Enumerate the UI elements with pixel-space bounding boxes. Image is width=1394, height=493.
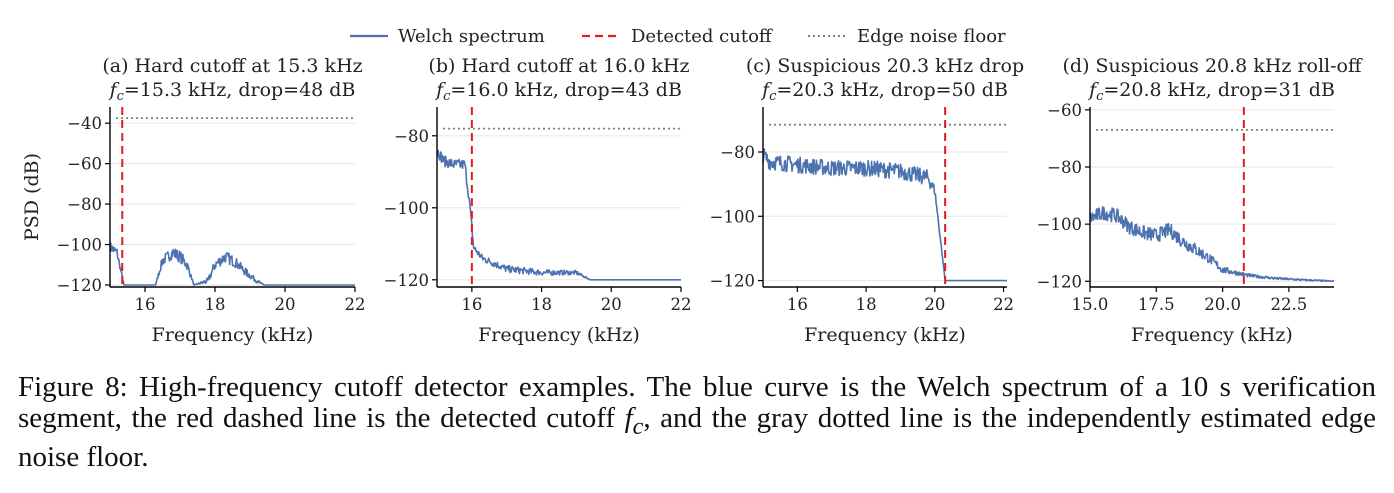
caption-fc-sub: c: [632, 412, 644, 440]
subtitle-rest: =15.3 kHz, drop=48 dB: [124, 79, 356, 101]
welch-spectrum-line: [1089, 206, 1335, 283]
panel-d: (d) Suspicious 20.8 kHz roll-offfc=20.8 …: [1037, 55, 1363, 346]
y-tick-label: −60: [1047, 101, 1082, 120]
x-axis-label: Frequency (kHz): [804, 324, 966, 346]
x-tick-label: 22.5: [1271, 295, 1308, 314]
y-tick-label: −60: [67, 155, 102, 174]
y-tick-label: −80: [394, 127, 429, 146]
subtitle-c: c: [443, 89, 451, 104]
caption-suffix: , and the gray dotted line is the indepe…: [18, 402, 1376, 473]
x-tick-label: 18: [205, 295, 226, 314]
welch-spectrum-line: [762, 148, 1008, 282]
x-tick-label: 16: [135, 295, 156, 314]
y-tick-label: −120: [384, 271, 429, 290]
panel-subtitle: fc=20.3 kHz, drop=50 dB: [760, 79, 1008, 104]
y-tick-label: −100: [1037, 215, 1082, 234]
y-tick-label: −40: [67, 114, 102, 133]
y-tick-label: −80: [1047, 158, 1082, 177]
caption-fc-symbol: fc: [624, 402, 644, 440]
x-tick-label: 18: [856, 295, 877, 314]
figure: Welch spectrum Detected cutoff Edge nois…: [21, 26, 1363, 346]
welch-spectrum-line: [436, 149, 682, 281]
panel-title: (d) Suspicious 20.8 kHz roll-off: [1063, 55, 1363, 77]
subtitle-f: f: [1087, 79, 1099, 101]
x-tick-label: 15.0: [1072, 295, 1109, 314]
x-tick-label: 22: [993, 295, 1014, 314]
y-tick-label: −120: [1037, 272, 1082, 291]
x-axis-label: Frequency (kHz): [1131, 324, 1293, 346]
x-axis-label: Frequency (kHz): [478, 324, 640, 346]
y-axis-label: PSD (dB): [21, 153, 43, 241]
legend-noise-label: Edge noise floor: [857, 26, 1006, 47]
y-tick-label: −120: [57, 276, 102, 295]
y-tick-label: −80: [67, 195, 102, 214]
x-tick-label: 20.0: [1204, 295, 1241, 314]
y-tick-label: −100: [384, 199, 429, 218]
panel-title: (b) Hard cutoff at 16.0 kHz: [428, 55, 689, 77]
x-tick-label: 22: [345, 295, 366, 314]
subtitle-rest: =20.3 kHz, drop=50 dB: [776, 79, 1008, 101]
panel-subtitle: fc=16.0 kHz, drop=43 dB: [434, 79, 682, 104]
figure-caption: Figure 8: High-frequency cutoff detector…: [18, 372, 1376, 473]
y-tick-label: −120: [710, 272, 755, 291]
subtitle-f: f: [760, 79, 772, 101]
welch-spectrum-line: [109, 242, 356, 286]
subtitle-c: c: [1096, 89, 1104, 104]
subtitle-c: c: [769, 89, 777, 104]
subtitle-rest: =16.0 kHz, drop=43 dB: [450, 79, 682, 101]
y-tick-label: −80: [720, 143, 755, 162]
caption-prefix: Figure 8: High-frequency cutoff detector…: [18, 371, 1376, 434]
x-tick-label: 16: [461, 295, 482, 314]
y-tick-label: −100: [710, 207, 755, 226]
panel-title: (c) Suspicious 20.3 kHz drop: [746, 55, 1024, 77]
legend: Welch spectrum Detected cutoff Edge nois…: [350, 26, 1006, 47]
x-tick-label: 22: [671, 295, 692, 314]
x-tick-label: 18: [531, 295, 552, 314]
subtitle-f: f: [108, 79, 120, 101]
y-tick-label: −100: [57, 236, 102, 255]
x-tick-label: 17.5: [1138, 295, 1175, 314]
x-tick-label: 20: [924, 295, 945, 314]
subtitle-c: c: [117, 89, 125, 104]
x-tick-label: 16: [787, 295, 808, 314]
x-axis-label: Frequency (kHz): [152, 324, 314, 346]
panel-subtitle: fc=15.3 kHz, drop=48 dB: [108, 79, 356, 104]
subtitle-rest: =20.8 kHz, drop=31 dB: [1103, 79, 1335, 101]
panel-title: (a) Hard cutoff at 15.3 kHz: [102, 55, 362, 77]
panel-subtitle: fc=20.8 kHz, drop=31 dB: [1087, 79, 1335, 104]
x-tick-label: 20: [601, 295, 622, 314]
subtitle-f: f: [434, 79, 446, 101]
x-tick-label: 20: [275, 295, 296, 314]
legend-welch-label: Welch spectrum: [398, 26, 545, 47]
legend-cutoff-label: Detected cutoff: [631, 26, 773, 47]
